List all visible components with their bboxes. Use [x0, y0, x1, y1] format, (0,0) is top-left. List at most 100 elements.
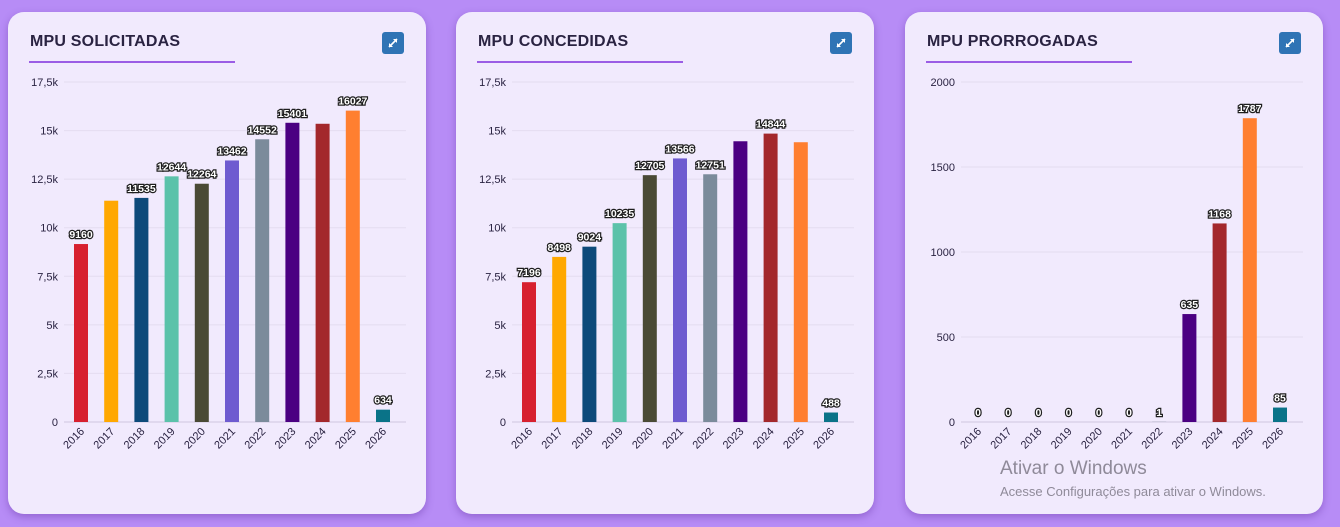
- expand-button[interactable]: [830, 32, 852, 54]
- y-tick-label: 15k: [488, 126, 506, 138]
- y-tick-label: 0: [500, 417, 506, 429]
- title-underline: [926, 61, 1132, 63]
- x-tick-label: 2017: [540, 426, 566, 452]
- bar: [345, 110, 360, 422]
- bar: [642, 175, 657, 422]
- data-label: 9160: [69, 229, 93, 241]
- data-label: 11535: [127, 183, 156, 195]
- expand-button[interactable]: [382, 32, 404, 54]
- data-label: 0: [1005, 407, 1011, 419]
- bar: [376, 409, 390, 422]
- data-label: 488: [822, 398, 840, 410]
- y-tick-label: 0: [949, 417, 955, 429]
- x-tick-label: 2024: [751, 426, 777, 452]
- y-tick-label: 12,5k: [479, 174, 506, 186]
- data-label: 0: [1066, 407, 1072, 419]
- chart-card-solicitadas: MPU SOLICITADAS 0 2,5k 5k 7,5k 10k 12,5k 15k 17…: [8, 12, 426, 514]
- chart-card-prorrogadas: MPU PRORROGADAS 0 500 1000 1500 2000 0 2016 0 20…: [905, 12, 1323, 514]
- data-label: 0: [1096, 407, 1102, 419]
- data-label: 634: [374, 395, 392, 407]
- y-tick-label: 1000: [931, 247, 955, 259]
- x-tick-label: 2023: [1170, 426, 1196, 452]
- bar: [225, 160, 239, 422]
- x-tick-label: 2017: [92, 426, 118, 452]
- x-tick-label: 2020: [182, 426, 208, 452]
- watermark-title: Ativar o Windows: [1000, 458, 1147, 479]
- x-tick-label: 2023: [721, 426, 747, 452]
- x-tick-label: 2019: [152, 426, 178, 452]
- x-tick-label: 2025: [333, 426, 359, 452]
- x-tick-label: 2020: [1079, 426, 1105, 452]
- bar: [1273, 407, 1287, 422]
- y-tick-label: 5k: [494, 320, 506, 332]
- bar: [552, 256, 567, 422]
- x-tick-label: 2026: [1260, 426, 1286, 452]
- data-label: 9024: [578, 232, 602, 244]
- expand-arrows-icon: [388, 38, 398, 48]
- bar: [582, 246, 597, 422]
- data-label: 12644: [157, 161, 186, 173]
- expand-button[interactable]: [1279, 32, 1301, 54]
- data-label: 12264: [187, 169, 216, 181]
- watermark-subtitle: Acesse Configurações para ativar o Windo…: [1000, 484, 1266, 499]
- x-tick-label: 2016: [509, 426, 535, 452]
- data-label: 1: [1156, 407, 1162, 419]
- bar: [1182, 314, 1197, 422]
- bar: [164, 176, 179, 422]
- data-label: 14844: [756, 119, 785, 131]
- y-tick-label: 15k: [40, 126, 58, 138]
- data-label: 12751: [696, 159, 725, 171]
- x-tick-label: 2017: [989, 426, 1015, 452]
- y-tick-label: 2000: [931, 77, 955, 89]
- y-tick-label: 10k: [40, 223, 58, 235]
- x-tick-label: 2024: [1200, 426, 1226, 452]
- x-tick-label: 2016: [958, 426, 984, 452]
- data-label: 0: [1035, 407, 1041, 419]
- x-tick-label: 2021: [660, 426, 686, 452]
- bar: [703, 174, 718, 422]
- bar: [104, 200, 119, 422]
- x-tick-label: 2021: [1109, 426, 1135, 452]
- y-tick-label: 7,5k: [37, 271, 58, 283]
- title-underline: [477, 61, 683, 63]
- bar: [763, 133, 778, 422]
- bar: [793, 142, 808, 422]
- bar: [74, 244, 88, 422]
- bar: [285, 122, 300, 422]
- data-label: 85: [1274, 393, 1286, 405]
- data-label: 7196: [517, 267, 541, 279]
- bar-chart: 0 2,5k 5k 7,5k 10k 12,5k 15k 17,5k 7196 2016 8498 2…: [479, 77, 854, 452]
- x-tick-label: 2026: [363, 426, 389, 452]
- x-tick-label: 2018: [122, 426, 148, 452]
- x-tick-label: 2025: [781, 426, 807, 452]
- bar: [194, 183, 209, 422]
- card-title: MPU SOLICITADAS: [30, 33, 181, 50]
- title-underline: [29, 61, 235, 63]
- data-label: 12705: [635, 160, 664, 172]
- x-tick-label: 2019: [1049, 426, 1075, 452]
- bar-chart: 0 2,5k 5k 7,5k 10k 12,5k 15k 17,5k 9160 2016 2017 1…: [31, 77, 406, 452]
- y-tick-label: 2,5k: [485, 368, 506, 380]
- x-tick-label: 2024: [303, 426, 329, 452]
- x-tick-label: 2020: [630, 426, 656, 452]
- chart-card-concedidas: MPU CONCEDIDAS 0 2,5k 5k 7,5k 10k 12,5k 15k 17,…: [456, 12, 874, 514]
- x-tick-label: 2023: [273, 426, 299, 452]
- bar: [1242, 118, 1257, 423]
- y-tick-label: 2,5k: [37, 368, 58, 380]
- x-tick-label: 2022: [243, 426, 269, 452]
- card-title: MPU PRORROGADAS: [927, 33, 1099, 50]
- bar: [733, 141, 748, 422]
- data-label: 16027: [338, 96, 367, 108]
- x-tick-label: 2018: [570, 426, 596, 452]
- data-label: 10235: [605, 208, 634, 220]
- data-label: 1168: [1208, 208, 1231, 220]
- card-title: MPU CONCEDIDAS: [478, 33, 629, 50]
- x-tick-label: 2018: [1019, 426, 1045, 452]
- bar: [134, 197, 149, 422]
- y-tick-label: 7,5k: [485, 271, 506, 283]
- y-tick-label: 500: [937, 332, 955, 344]
- y-tick-label: 17,5k: [31, 77, 58, 89]
- windows-activation-watermark: Ativar o Windows Acesse Configurações pa…: [1000, 458, 1266, 499]
- bar: [1212, 223, 1227, 422]
- data-label: 0: [1126, 407, 1132, 419]
